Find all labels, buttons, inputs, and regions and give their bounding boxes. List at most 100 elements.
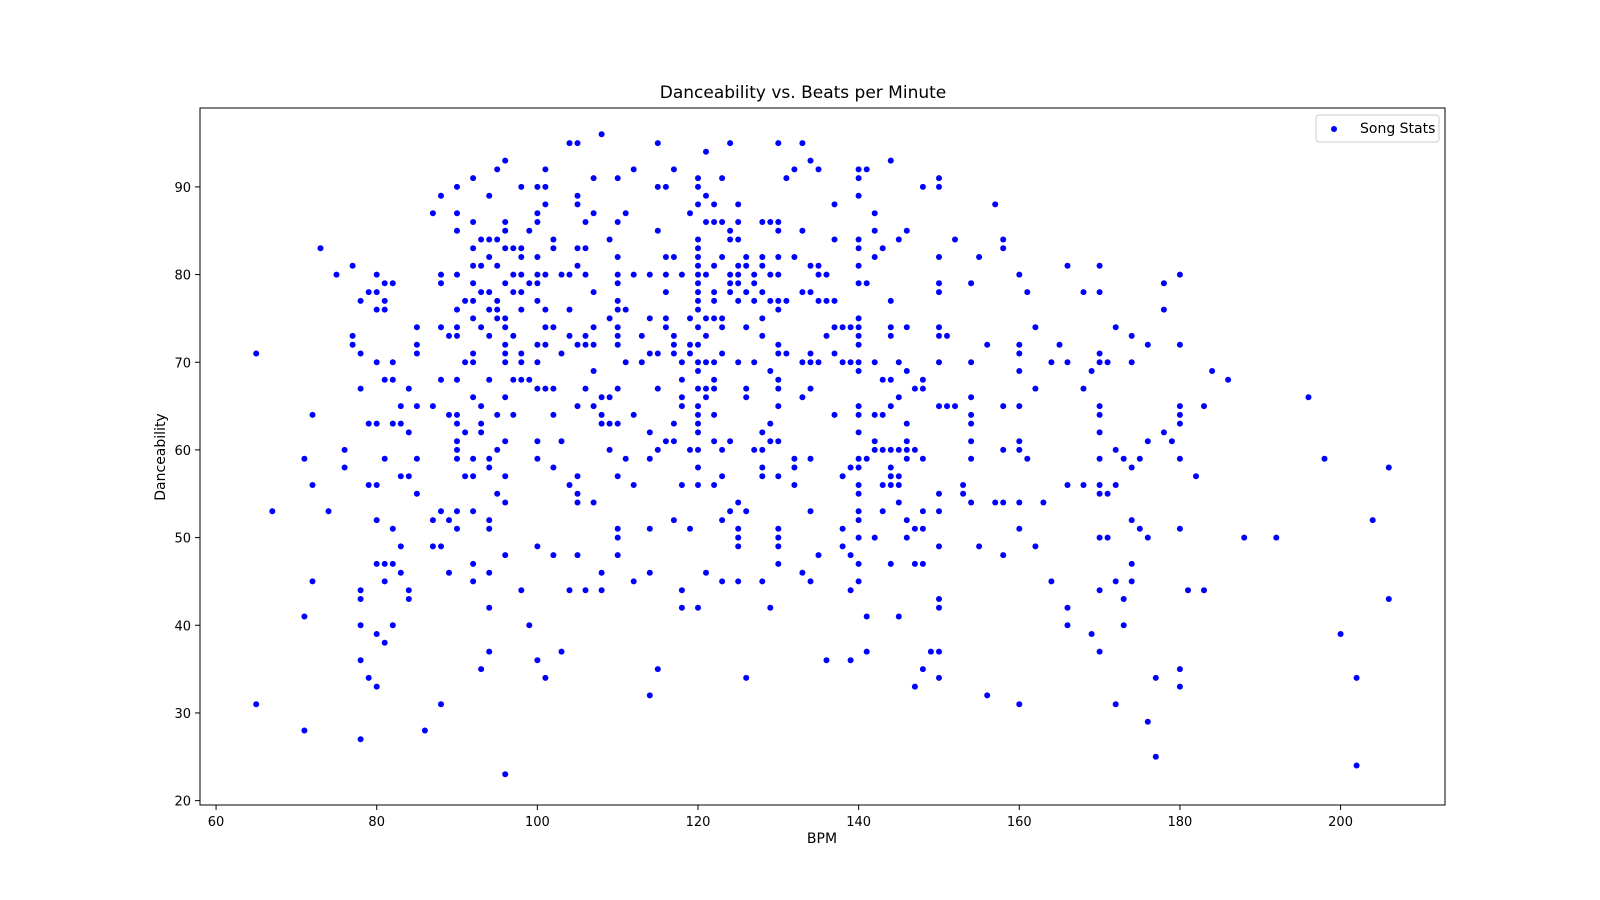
data-point: [735, 499, 742, 506]
data-point: [711, 297, 718, 304]
data-point: [429, 210, 436, 217]
data-point: [1104, 490, 1111, 497]
data-point: [863, 166, 870, 173]
data-point: [1016, 499, 1023, 506]
data-point: [968, 420, 975, 427]
data-point: [381, 560, 388, 567]
data-point: [582, 245, 589, 252]
data-point: [695, 604, 701, 611]
data-point: [470, 245, 477, 252]
data-point: [1128, 517, 1135, 524]
data-point: [1176, 455, 1183, 462]
data-point: [871, 534, 878, 541]
data-point: [855, 341, 862, 348]
data-point: [462, 359, 469, 366]
data-point: [775, 219, 782, 225]
data-point: [502, 359, 509, 366]
data-point: [855, 166, 862, 173]
x-axis: 60 80 100 120 140 160 180 200: [208, 805, 1353, 830]
data-point: [678, 376, 685, 383]
data-point: [662, 324, 669, 331]
data-point: [711, 438, 718, 445]
data-point: [695, 306, 701, 313]
data-point: [823, 657, 830, 664]
data-point: [719, 324, 726, 331]
data-point: [574, 245, 581, 252]
data-point: [510, 289, 517, 296]
data-point: [703, 271, 709, 278]
data-point: [936, 403, 942, 410]
data-point: [470, 297, 477, 304]
data-point: [903, 534, 910, 541]
data-point: [486, 455, 493, 462]
data-point: [646, 315, 653, 322]
data-point: [502, 324, 509, 331]
data-point: [470, 473, 477, 480]
data-point: [703, 394, 709, 401]
data-point: [1000, 552, 1007, 559]
data-point: [968, 359, 975, 366]
data-point: [502, 771, 509, 778]
data-point: [831, 350, 838, 357]
data-point: [807, 289, 814, 296]
data-point: [895, 236, 902, 243]
data-point: [478, 420, 485, 427]
data-point: [574, 552, 581, 559]
data-point: [783, 297, 790, 304]
data-point: [695, 245, 701, 252]
data-point: [759, 578, 766, 585]
data-point: [1096, 289, 1103, 296]
data-point: [405, 385, 412, 392]
data-point: [438, 192, 444, 199]
data-point: [1112, 701, 1119, 708]
data-point: [1185, 587, 1191, 594]
y-tick-label: 30: [174, 707, 191, 722]
data-point: [614, 271, 621, 278]
data-point: [542, 201, 549, 208]
data-point: [1241, 534, 1248, 541]
data-point: [598, 131, 605, 138]
data-point: [911, 446, 918, 453]
data-point: [582, 341, 589, 348]
legend-marker: [1331, 126, 1337, 132]
data-point: [895, 446, 902, 453]
data-point: [911, 525, 918, 532]
data-point: [895, 613, 902, 620]
data-point: [574, 341, 581, 348]
data-point: [855, 411, 862, 418]
data-point: [502, 219, 509, 225]
data-point: [759, 219, 766, 225]
data-point: [1096, 490, 1103, 497]
data-point: [494, 236, 501, 243]
data-point: [1128, 560, 1135, 567]
data-point: [478, 429, 485, 436]
data-point: [614, 473, 621, 480]
data-point: [695, 271, 701, 278]
data-point: [381, 376, 388, 383]
data-point: [317, 245, 324, 252]
data-point: [1016, 701, 1023, 708]
data-point: [357, 297, 364, 304]
data-point: [695, 201, 701, 208]
data-point: [518, 376, 525, 383]
data-point: [518, 245, 525, 252]
data-point: [895, 359, 902, 366]
data-point: [454, 525, 460, 532]
data-point: [847, 657, 854, 664]
data-point: [1056, 341, 1063, 348]
data-point: [1096, 534, 1103, 541]
data-point: [887, 157, 894, 164]
x-tick-label: 80: [368, 815, 385, 830]
data-point: [775, 376, 782, 383]
data-point: [879, 482, 886, 488]
data-point: [558, 271, 565, 278]
y-tick-label: 90: [174, 181, 191, 196]
data-point: [703, 315, 709, 322]
data-point: [695, 429, 701, 436]
data-point: [855, 192, 862, 199]
data-point: [357, 385, 364, 392]
data-point: [349, 332, 356, 339]
data-point: [438, 280, 444, 287]
data-point: [863, 280, 870, 287]
data-point: [791, 482, 798, 488]
